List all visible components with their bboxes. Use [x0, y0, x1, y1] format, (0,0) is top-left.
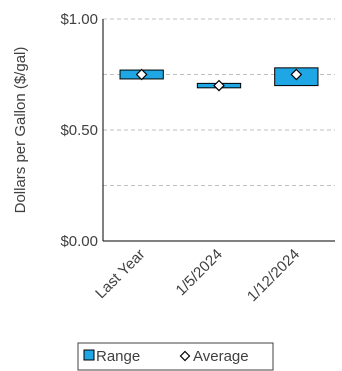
- average-marker: [213, 79, 225, 92]
- y-tick-labels: $0.00 $0.50 $1.00: [60, 11, 98, 250]
- average-markers: [135, 68, 303, 92]
- x-tick-label: 1/5/2024: [173, 246, 226, 299]
- x-tick-label: 1/12/2024: [244, 246, 303, 305]
- x-tick-labels: Last Year 1/5/2024 1/12/2024: [92, 246, 303, 305]
- axes: [102, 19, 335, 242]
- y-tick-label: $0.00: [60, 233, 98, 250]
- x-tick-label: Last Year: [92, 246, 148, 302]
- y-tick-label: $1.00: [60, 11, 98, 28]
- legend-range-swatch: [83, 349, 95, 361]
- legend-average-label: Average: [193, 348, 249, 365]
- average-marker: [290, 68, 303, 81]
- y-tick-label: $0.50: [60, 122, 98, 139]
- legend-box: [77, 342, 274, 371]
- legend-average-marker: [179, 350, 191, 362]
- legend: Range Average: [77, 342, 274, 371]
- average-marker: [135, 68, 148, 81]
- legend-range-label: Range: [96, 348, 140, 365]
- y-axis-title: Dollars per Gallon ($/gal): [12, 47, 29, 214]
- gridlines: [103, 18, 335, 186]
